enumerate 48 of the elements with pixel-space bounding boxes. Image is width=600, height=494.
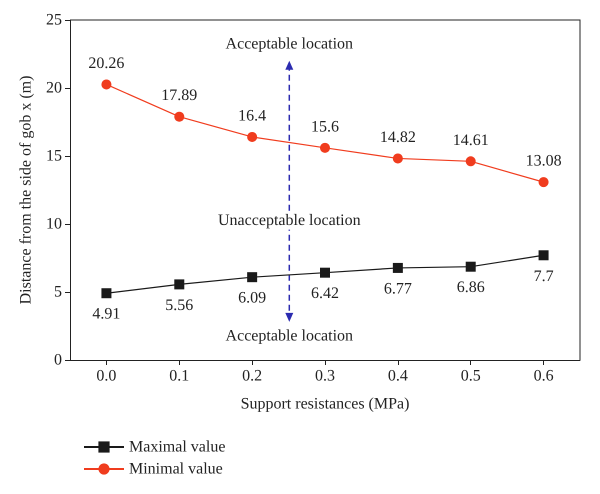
point	[392, 153, 403, 164]
legend-label: Minimal value	[129, 460, 223, 478]
point	[466, 156, 476, 166]
y-tick-label: 25	[46, 12, 62, 28]
x-tick-label: 0.5	[460, 368, 481, 384]
data-label: 15.6	[311, 118, 339, 136]
y-axis-title: Distance from the side of gob x (m)	[18, 76, 34, 304]
point	[247, 132, 258, 142]
point	[320, 142, 330, 153]
data-label: 14.82	[380, 128, 416, 146]
data-label: 5.56	[165, 296, 194, 314]
data-label: 4.91	[92, 306, 120, 323]
data-label: 6.86	[456, 279, 485, 296]
legend-label: Maximal value	[129, 438, 226, 456]
y-tick-label: 15	[46, 148, 62, 164]
data-label: 6.09	[238, 290, 266, 307]
data-label: 16.4	[238, 107, 266, 124]
point	[538, 177, 549, 188]
y-tick-label: 20	[46, 80, 62, 96]
data-label: 6.77	[384, 280, 412, 298]
point	[101, 79, 112, 90]
point	[101, 288, 112, 298]
point	[538, 250, 549, 260]
data-label: 20.26	[88, 54, 124, 72]
x-axis-title: Support resistances (MPa)	[240, 396, 410, 412]
x-tick-label: 0.2	[242, 368, 262, 384]
data-label: 6.42	[311, 285, 339, 302]
point	[392, 262, 403, 273]
point	[174, 279, 184, 290]
x-tick-label: 0.1	[169, 368, 190, 384]
point	[466, 262, 476, 272]
y-tick-label: 5	[54, 284, 62, 300]
x-tick-label: 0.4	[388, 368, 408, 384]
point	[320, 268, 330, 278]
annotation: Unacceptable location	[218, 212, 361, 230]
x-tick-label: 0.6	[534, 368, 554, 384]
data-label: 13.08	[526, 152, 562, 170]
annotation: Acceptable location	[226, 35, 354, 52]
data-label: 17.89	[161, 87, 198, 104]
data-label: 7.7	[534, 268, 554, 285]
y-tick-label: 10	[46, 216, 62, 232]
point	[247, 272, 258, 282]
y-tick-label: 0	[54, 352, 62, 368]
x-tick-label: 0.0	[96, 368, 116, 384]
annotation: Acceptable location	[226, 328, 354, 345]
data-label: 14.61	[452, 132, 489, 149]
x-tick-label: 0.3	[315, 368, 335, 384]
point	[174, 112, 184, 122]
